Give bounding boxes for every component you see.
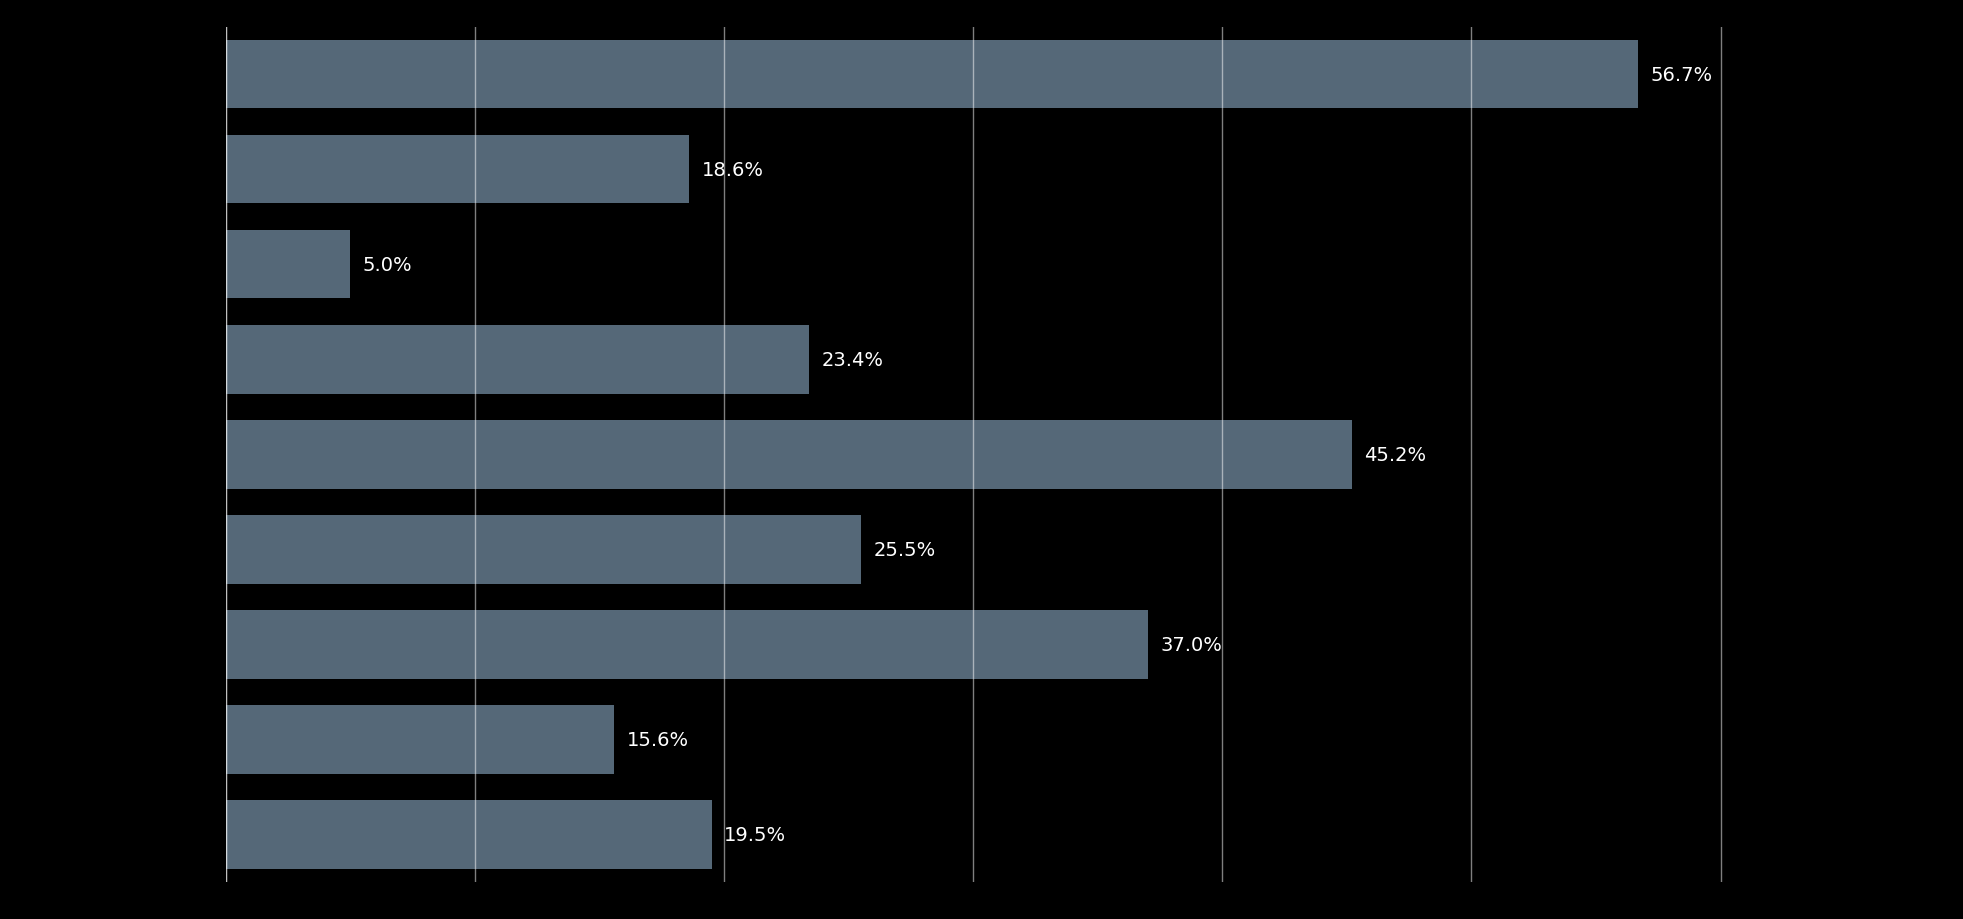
Text: 45.2%: 45.2%: [1364, 446, 1427, 464]
Text: 56.7%: 56.7%: [1651, 65, 1714, 85]
Bar: [226, 325, 809, 394]
Text: 23.4%: 23.4%: [821, 350, 883, 369]
Bar: [226, 136, 689, 204]
Bar: [226, 800, 711, 869]
Bar: [226, 516, 862, 584]
Bar: [226, 40, 1639, 109]
Bar: [226, 610, 1148, 679]
Text: 25.5%: 25.5%: [874, 540, 936, 560]
Bar: [226, 706, 614, 774]
Text: 15.6%: 15.6%: [626, 731, 689, 749]
Text: 5.0%: 5.0%: [363, 255, 412, 275]
Text: 18.6%: 18.6%: [701, 161, 764, 179]
Bar: [226, 231, 349, 300]
Text: 37.0%: 37.0%: [1160, 635, 1221, 654]
Bar: [226, 421, 1353, 489]
Text: 19.5%: 19.5%: [724, 825, 785, 845]
